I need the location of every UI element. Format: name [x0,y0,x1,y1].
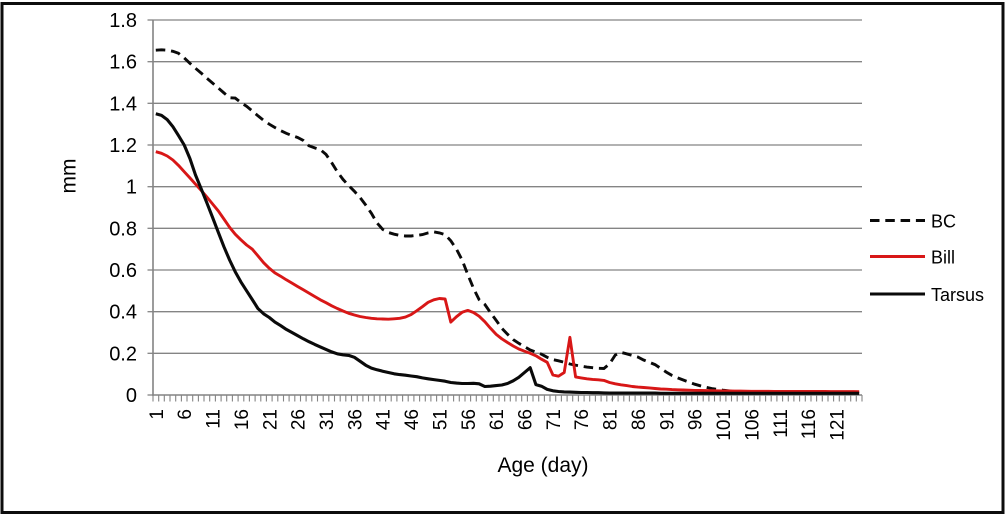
svg-text:41: 41 [374,409,395,430]
svg-text:Age (day): Age (day) [497,454,588,477]
svg-text:86: 86 [629,409,650,430]
svg-text:81: 81 [601,409,622,430]
svg-text:11: 11 [204,409,225,429]
svg-text:96: 96 [686,409,707,430]
svg-text:56: 56 [459,409,480,430]
svg-text:6: 6 [175,409,196,420]
svg-text:36: 36 [345,409,366,430]
svg-text:1.4: 1.4 [109,93,137,115]
svg-text:51: 51 [430,409,451,430]
svg-text:91: 91 [657,409,678,430]
svg-text:16: 16 [232,409,253,430]
svg-text:1: 1 [126,177,137,199]
svg-text:76: 76 [572,409,593,430]
svg-text:0: 0 [126,385,137,407]
svg-text:106: 106 [742,409,763,441]
svg-text:0.8: 0.8 [109,218,137,240]
svg-text:0.4: 0.4 [109,302,137,324]
svg-text:61: 61 [487,409,508,430]
svg-text:121: 121 [828,409,849,441]
svg-text:0.2: 0.2 [109,343,137,365]
svg-text:mm: mm [58,159,81,194]
svg-text:21: 21 [260,409,281,430]
svg-text:66: 66 [516,409,537,430]
svg-text:116: 116 [799,409,820,439]
svg-text:Bill: Bill [931,248,955,268]
svg-text:46: 46 [402,409,423,430]
svg-text:1.8: 1.8 [109,10,137,32]
svg-text:71: 71 [544,409,565,430]
svg-text:Tarsus: Tarsus [931,285,984,305]
svg-text:0.6: 0.6 [109,260,137,282]
svg-text:1.2: 1.2 [109,135,137,157]
svg-text:1: 1 [147,409,168,420]
svg-text:26: 26 [289,409,310,430]
svg-text:1.6: 1.6 [109,52,137,74]
svg-text:111: 111 [771,409,792,438]
svg-text:101: 101 [714,409,735,441]
svg-text:31: 31 [317,409,338,430]
svg-text:BC: BC [931,212,956,232]
